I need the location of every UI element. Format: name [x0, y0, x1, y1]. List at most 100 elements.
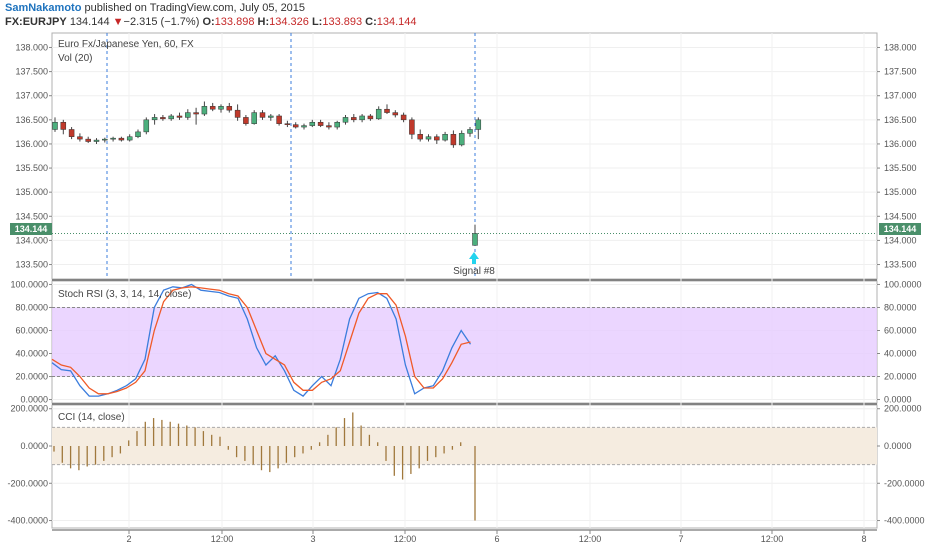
main-tick-left: 136.500 — [15, 115, 48, 125]
price-marker-right: 134.144 — [879, 223, 921, 235]
signal-arrow-icon — [469, 252, 479, 264]
stoch-tick-left: 20.0000 — [15, 372, 48, 382]
candle-body — [68, 129, 75, 137]
close-label: C: — [365, 16, 377, 28]
main-tick-left: 134.500 — [15, 211, 48, 221]
price-axes: 138.000 138.000 137.500 137.500 137.000 137.0… — [7, 42, 924, 525]
cci-tick-right: 0.0000 — [884, 441, 912, 451]
main-tick-left: 133.500 — [15, 260, 48, 270]
main-tick-right: 134.000 — [884, 235, 917, 245]
high-label: H: — [257, 16, 270, 28]
time-tick-label: 3 — [310, 534, 315, 544]
candle-body — [359, 115, 365, 121]
main-tick-left: 135.500 — [15, 163, 48, 173]
stoch-k-line — [51, 283, 472, 397]
candle-body — [384, 108, 390, 113]
stoch-tick-right: 60.0000 — [884, 325, 917, 335]
time-tick-label: 6 — [494, 534, 499, 544]
time-tick-label: 12:00 — [394, 534, 417, 544]
low-label: L: — [311, 16, 323, 28]
open-label: O: — [202, 16, 215, 28]
candle-body — [375, 108, 382, 120]
cci-tick-right: -400.0000 — [884, 516, 925, 526]
stoch-tick-left: 80.0000 — [15, 302, 48, 312]
down-arrow-icon: ▼ — [112, 16, 124, 28]
time-axis: 2 12:00 3 12:00 6 12:00 7 12:00 8 — [126, 530, 867, 544]
candle-body — [400, 114, 407, 121]
main-tick-left: 135.000 — [15, 187, 48, 197]
main-tick-left: 137.000 — [15, 91, 48, 101]
candle-body — [143, 119, 150, 133]
candle-body — [268, 115, 274, 118]
stoch-pane-title: Stoch RSI (3, 3, 14, 14, close) — [58, 289, 191, 300]
candle-body — [458, 133, 465, 146]
cci-band — [52, 427, 877, 465]
candle-body — [251, 112, 257, 124]
candle-body — [284, 123, 291, 125]
stoch-tick-right: 100.0000 — [884, 279, 922, 289]
candle-body — [342, 117, 349, 123]
candle-body — [168, 115, 174, 120]
ohlc-bar: FX:EURJPY 134.144 ▼−2.315 (−1.7%) O:133.… — [5, 16, 417, 28]
main-tick-right: 133.500 — [884, 260, 917, 270]
author-link[interactable]: SamNakamoto — [5, 2, 82, 14]
candle-body — [234, 109, 241, 118]
candle-body — [201, 106, 208, 115]
main-tick-right: 137.500 — [884, 67, 917, 77]
main-pane-border — [51, 32, 878, 280]
last-price: 134.144 — [69, 16, 110, 28]
main-tick-right: 134.500 — [884, 211, 917, 221]
main-tick-right: 136.500 — [884, 115, 917, 125]
candle-body — [276, 115, 282, 124]
cci-tick-right: 200.0000 — [884, 404, 922, 414]
candle-body — [93, 139, 100, 142]
cci-tick-left: -200.0000 — [7, 478, 48, 488]
candle-body — [118, 137, 125, 141]
vol-legend: Vol (20) — [58, 53, 92, 64]
candle-body — [209, 106, 216, 110]
candle-body — [301, 125, 307, 128]
price-marker-left-text: 134.144 — [15, 224, 48, 234]
candle-body — [218, 106, 224, 110]
stoch-band — [52, 307, 877, 377]
main-tick-right: 135.500 — [884, 163, 917, 173]
close-value: 134.144 — [376, 16, 417, 28]
cci-tick-left: -400.0000 — [7, 516, 48, 526]
candle-body — [126, 136, 133, 141]
cci-series — [53, 412, 476, 521]
candle-body — [176, 115, 183, 118]
price-marker-right-text: 134.144 — [884, 224, 917, 234]
main-tick-left: 134.000 — [15, 235, 48, 245]
symbol-label[interactable]: FX:EURJPY — [5, 16, 67, 28]
time-tick-label: 7 — [678, 534, 683, 544]
candle-body — [442, 134, 448, 141]
published-text: published on TradingView.com, July 05, 2… — [84, 2, 306, 14]
candle-body — [185, 112, 191, 118]
stoch-tick-right: 40.0000 — [884, 349, 917, 359]
candle-body — [317, 121, 324, 126]
stoch-d-line — [51, 286, 471, 395]
time-tick-label: 12:00 — [761, 534, 784, 544]
publish-info: SamNakamoto published on TradingView.com… — [5, 2, 305, 14]
candle-body — [409, 119, 415, 135]
stoch-tick-right: 20.0000 — [884, 372, 917, 382]
candle-body — [135, 131, 141, 137]
candle-body — [77, 136, 83, 140]
low-value: 133.893 — [322, 16, 363, 28]
time-tick-label: 8 — [861, 534, 866, 544]
candle-body — [102, 138, 108, 141]
candle-body — [334, 121, 340, 128]
pane-frames — [51, 32, 878, 531]
stoch-tick-left: 0.0000 — [20, 395, 48, 405]
time-tick-label: 12:00 — [579, 534, 602, 544]
stoch-tick-left: 40.0000 — [15, 349, 48, 359]
candle-body — [226, 106, 233, 111]
candle-body — [417, 134, 423, 140]
cci-tick-left: 0.0000 — [20, 441, 48, 451]
candle-body — [472, 233, 478, 246]
candle-body — [450, 134, 457, 146]
main-tick-right: 137.000 — [884, 91, 917, 101]
candle-body — [193, 112, 199, 115]
stoch-tick-left: 100.0000 — [10, 279, 48, 289]
